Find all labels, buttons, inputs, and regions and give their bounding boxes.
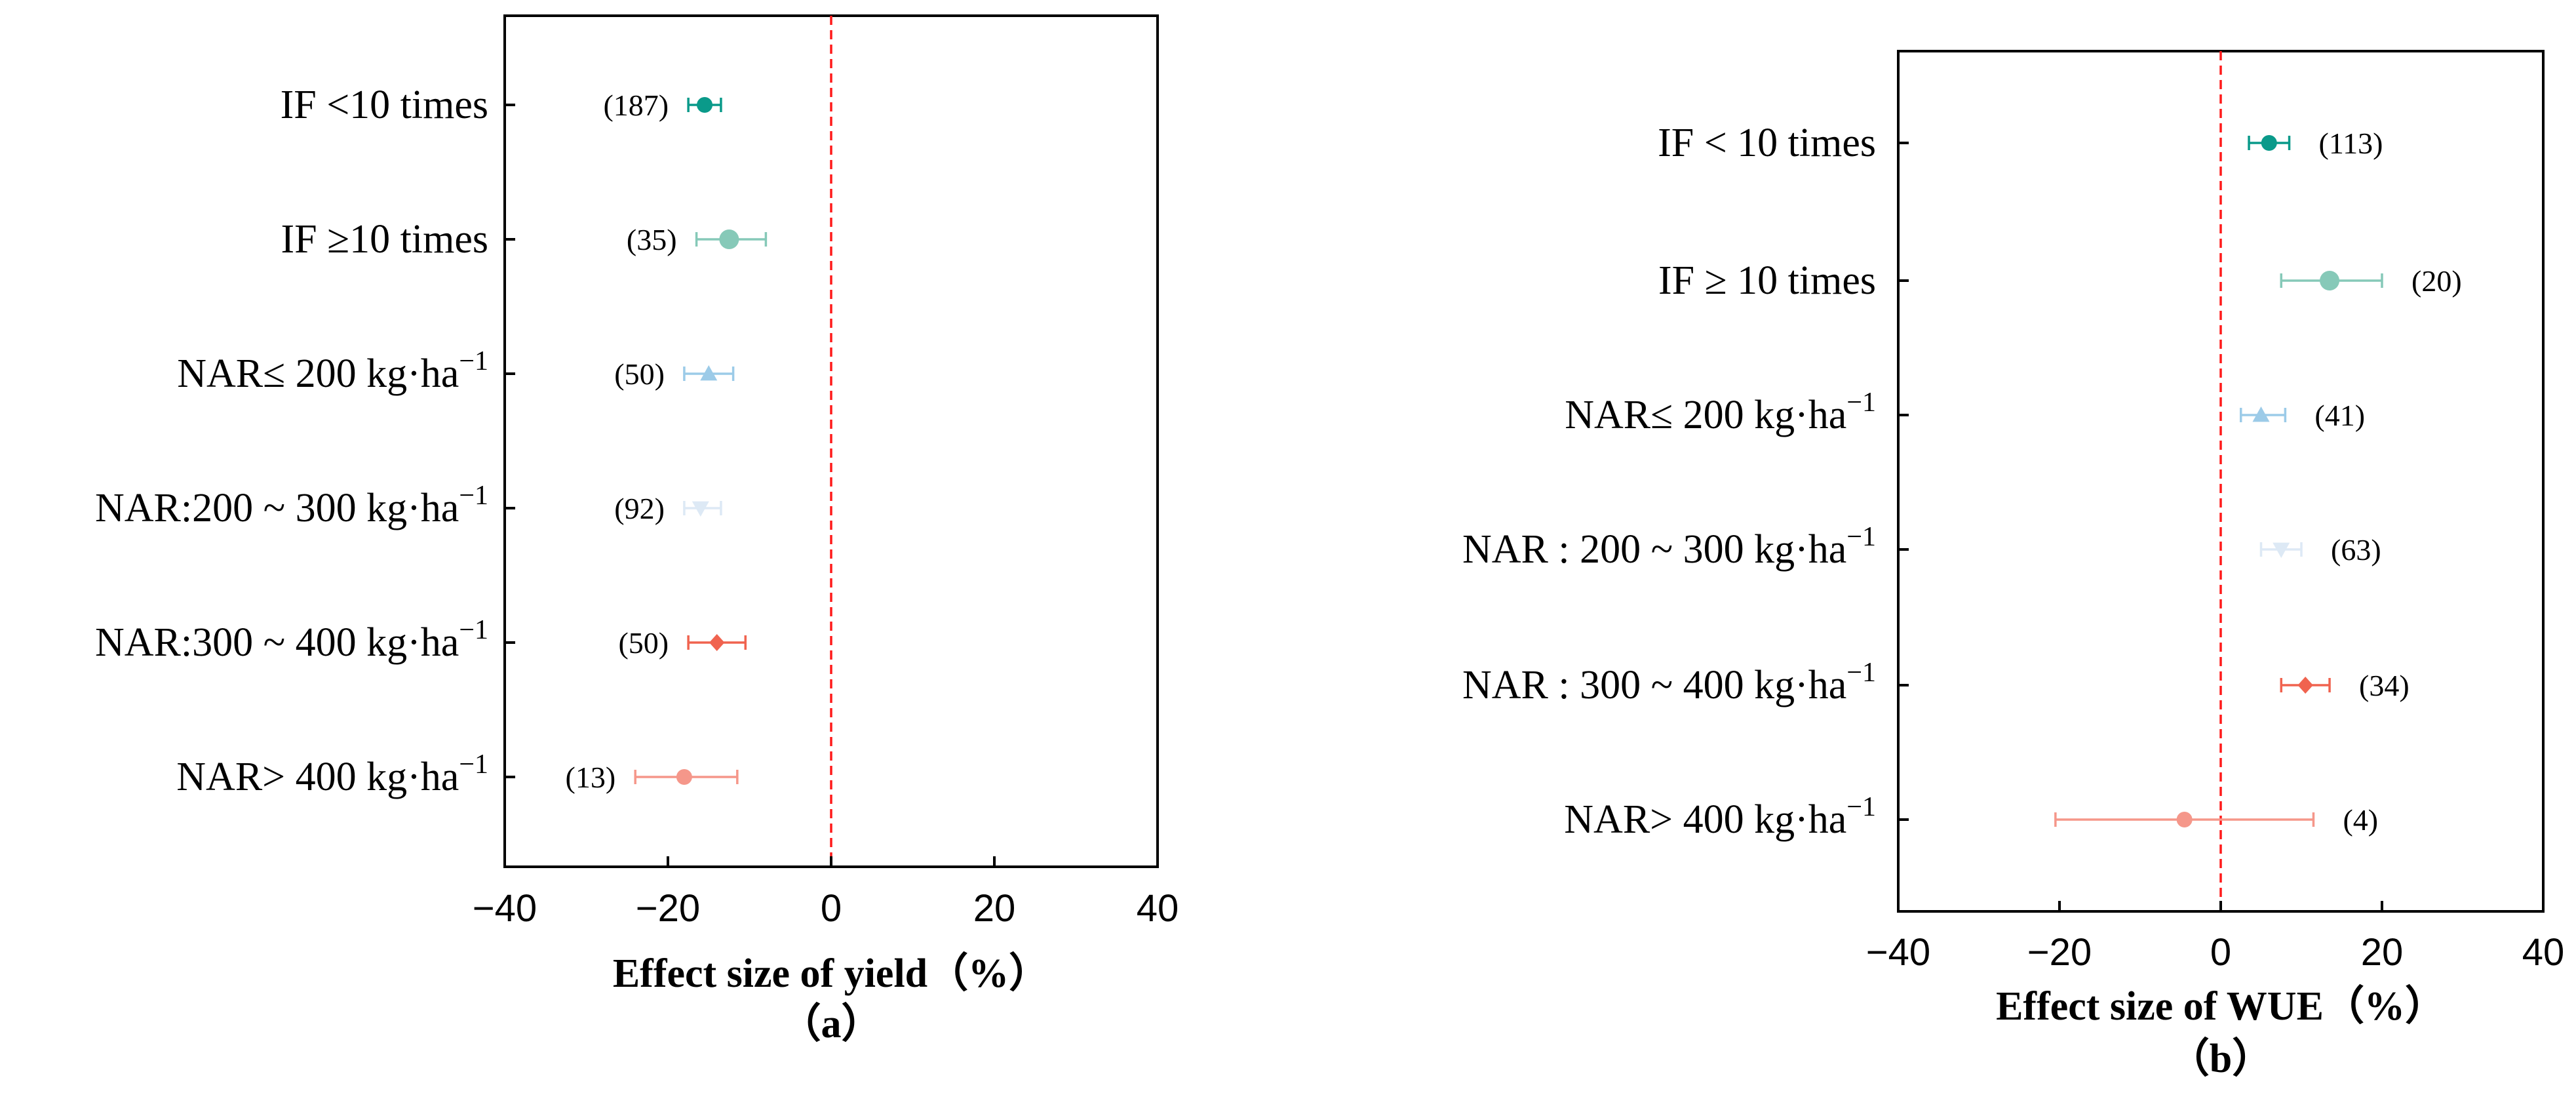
category-label: IF < 10 times — [1658, 121, 1876, 165]
sample-size-label: (50) — [618, 626, 669, 660]
x-axis-title: Effect size of yield（%） — [613, 950, 1049, 996]
unit-superscript: −1 — [459, 615, 488, 645]
point-marker — [2297, 677, 2313, 694]
category-label-text: NAR:200 ~ 300 kg·ha — [95, 486, 459, 530]
x-tick-label: −40 — [473, 887, 537, 930]
point-marker — [2176, 812, 2193, 827]
x-tick-label: 0 — [2210, 931, 2231, 974]
x-tick-label: −20 — [2027, 931, 2092, 974]
sample-size-label: (35) — [627, 223, 677, 256]
category-label: IF <10 times — [281, 83, 488, 127]
sample-size-label: (63) — [2331, 533, 2381, 566]
category-label-text: NAR> 400 kg·ha — [1564, 797, 1846, 842]
category-label-text: NAR≤ 200 kg·ha — [177, 351, 459, 396]
unit-superscript: −1 — [459, 749, 488, 780]
unit-superscript: −1 — [1846, 658, 1876, 688]
point-marker — [692, 501, 709, 517]
point-marker — [676, 769, 692, 785]
x-tick-label: −20 — [636, 887, 700, 930]
category-label: NAR:300 ~ 400 kg·ha−1 — [95, 615, 488, 665]
panel-label: （a） — [780, 1001, 882, 1046]
category-label-text: IF ≥ 10 times — [1658, 258, 1876, 303]
unit-superscript: −1 — [1846, 388, 1876, 418]
point-marker — [697, 97, 713, 113]
sample-size-label: (113) — [2319, 127, 2383, 160]
x-tick-label: −40 — [1866, 931, 1930, 974]
plot-frame — [1897, 50, 2545, 913]
category-label: NAR> 400 kg·ha−1 — [176, 749, 488, 799]
sample-size-label: (34) — [2359, 669, 2410, 702]
category-label: NAR≤ 200 kg·ha−1 — [1565, 388, 1876, 437]
sample-size-label: (50) — [614, 357, 665, 391]
sample-size-label: (41) — [2314, 399, 2365, 432]
x-axis-title: Effect size of WUE（%） — [1996, 983, 2446, 1029]
point-marker — [2273, 542, 2290, 558]
x-tick-label: 40 — [2522, 931, 2565, 974]
x-tick-label: 0 — [821, 887, 842, 930]
point-marker — [2252, 407, 2270, 422]
x-tick-label: 20 — [973, 887, 1016, 930]
panel-b: −40 −20 0 20 40 Effect size of WUE（%） （b） IF < … — [1462, 50, 2565, 1081]
sample-size-label: (92) — [614, 492, 665, 525]
sample-size-label: (187) — [603, 89, 669, 122]
panel-label: （b） — [2169, 1035, 2273, 1081]
point-marker — [700, 365, 718, 381]
category-label: NAR:200 ~ 300 kg·ha−1 — [95, 481, 488, 530]
x-tick-label: 40 — [1137, 887, 1179, 930]
category-label-text: IF ≥10 times — [281, 217, 488, 262]
category-label: NAR : 300 ~ 400 kg·ha−1 — [1462, 658, 1876, 707]
category-label: NAR≤ 200 kg·ha−1 — [177, 346, 488, 396]
x-tick-label: 20 — [2361, 931, 2404, 974]
point-marker — [2320, 271, 2340, 290]
unit-superscript: −1 — [1846, 522, 1876, 552]
sample-size-label: (20) — [2411, 264, 2462, 298]
category-label-text: NAR≤ 200 kg·ha — [1565, 393, 1846, 437]
point-marker — [709, 634, 725, 651]
panel-a: −40 −20 0 20 40 Effect size of yield（%） （a） IF … — [95, 14, 1179, 1046]
category-label-text: NAR : 300 ~ 400 kg·ha — [1462, 663, 1846, 707]
sample-size-label: (13) — [566, 761, 616, 794]
category-label-text: NAR:300 ~ 400 kg·ha — [95, 620, 459, 665]
category-label-text: NAR : 200 ~ 300 kg·ha — [1462, 527, 1846, 572]
category-label: NAR> 400 kg·ha−1 — [1564, 792, 1876, 842]
category-label: IF ≥10 times — [281, 217, 488, 262]
unit-superscript: −1 — [459, 481, 488, 511]
category-label-text: NAR> 400 kg·ha — [176, 755, 459, 799]
unit-superscript: −1 — [459, 346, 488, 376]
category-label: NAR : 200 ~ 300 kg·ha−1 — [1462, 522, 1876, 572]
sample-size-label: (4) — [2343, 803, 2378, 837]
unit-superscript: −1 — [1846, 792, 1876, 822]
point-marker — [2261, 135, 2277, 151]
category-label-text: IF <10 times — [281, 83, 488, 127]
category-label: IF ≥ 10 times — [1658, 258, 1876, 303]
point-marker — [719, 229, 739, 249]
category-label-text: IF < 10 times — [1658, 121, 1876, 165]
